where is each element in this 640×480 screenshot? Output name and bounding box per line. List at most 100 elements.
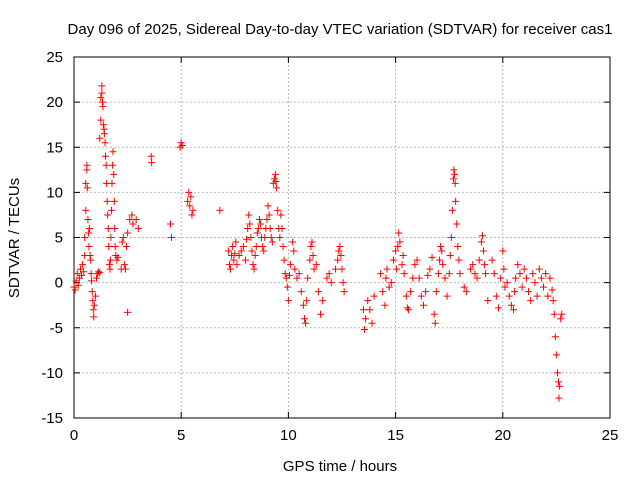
- data-point: [389, 256, 397, 264]
- data-point: [456, 270, 464, 278]
- data-point: [184, 197, 192, 205]
- data-point: [85, 243, 93, 251]
- data-point: [121, 265, 129, 273]
- data-point: [250, 265, 258, 273]
- data-point: [242, 256, 250, 264]
- data-point: [266, 224, 274, 232]
- data-point: [319, 297, 327, 305]
- data-point: [96, 134, 104, 142]
- data-point: [247, 234, 255, 241]
- data-point: [90, 301, 98, 309]
- data-point: [134, 224, 142, 232]
- data-point: [366, 306, 374, 314]
- data-point: [411, 261, 419, 269]
- data-point: [257, 220, 265, 228]
- data-point: [393, 265, 401, 273]
- data-point: [293, 274, 301, 282]
- x-tick-label: 20: [494, 427, 511, 444]
- data-point: [381, 301, 389, 309]
- data-point: [291, 265, 299, 273]
- data-point: [310, 265, 318, 273]
- data-point: [339, 279, 347, 287]
- data-point: [445, 270, 453, 278]
- data-point: [272, 170, 280, 178]
- data-point: [482, 270, 490, 278]
- data-point: [399, 252, 407, 260]
- data-point: [248, 247, 256, 255]
- data-point: [239, 243, 247, 251]
- data-point: [432, 288, 440, 296]
- data-point: [300, 315, 308, 323]
- data-point: [225, 261, 233, 269]
- data-point: [340, 288, 348, 296]
- data-point: [553, 369, 561, 377]
- data-point: [73, 270, 81, 278]
- data-point: [516, 270, 524, 278]
- data-point: [265, 211, 273, 219]
- axis-tick-labels: 0 5 10 15 20 25 -15 -10 -5 0 5 10 15 20 25: [41, 49, 618, 444]
- x-tick-label: 15: [387, 427, 404, 444]
- data-point: [394, 243, 402, 251]
- y-tick-label: 15: [46, 139, 63, 156]
- data-point: [264, 202, 272, 210]
- data-point: [550, 310, 558, 318]
- data-point: [415, 274, 423, 282]
- data-point: [85, 229, 93, 237]
- data-point: [446, 252, 454, 260]
- data-point: [438, 247, 446, 255]
- data-point: [274, 206, 282, 214]
- data-point: [364, 297, 372, 305]
- data-point: [447, 234, 455, 241]
- data-point: [104, 211, 112, 219]
- data-point: [403, 304, 411, 312]
- data-point: [111, 243, 119, 251]
- data-point: [334, 256, 342, 264]
- x-tick-label: 5: [177, 427, 185, 444]
- data-point: [267, 234, 275, 241]
- y-tick-label: -5: [50, 320, 63, 337]
- data-point: [478, 232, 486, 240]
- data-point: [303, 297, 311, 305]
- data-point: [325, 270, 333, 278]
- data-point: [91, 292, 99, 300]
- data-point: [126, 215, 134, 223]
- data-point: [549, 297, 557, 305]
- data-point: [544, 292, 552, 300]
- data-point: [395, 229, 403, 237]
- data-point: [400, 270, 408, 278]
- data-point: [422, 288, 430, 296]
- data-point: [495, 304, 503, 312]
- data-point: [105, 243, 113, 251]
- data-point: [85, 224, 93, 232]
- data-point: [439, 261, 447, 269]
- data-point: [78, 271, 86, 279]
- data-point: [510, 306, 518, 314]
- data-point: [289, 238, 297, 246]
- data-point: [287, 261, 295, 269]
- data-point: [99, 121, 107, 129]
- data-point: [224, 247, 232, 255]
- data-point: [471, 270, 479, 278]
- data-point: [424, 271, 432, 279]
- data-point: [268, 238, 276, 246]
- data-point: [108, 206, 116, 214]
- data-point: [87, 256, 95, 264]
- data-point: [189, 206, 197, 214]
- data-point: [430, 310, 438, 318]
- data-point: [128, 211, 136, 219]
- data-point: [166, 220, 174, 228]
- data-point: [520, 265, 528, 273]
- data-point: [542, 270, 550, 278]
- data-point: [109, 148, 117, 156]
- data-point: [477, 238, 485, 246]
- data-point: [124, 308, 132, 316]
- data-point: [499, 247, 507, 255]
- data-point: [90, 313, 98, 321]
- data-point: [385, 283, 393, 291]
- data-point: [280, 256, 288, 264]
- data-point: [500, 265, 508, 273]
- data-points: [70, 82, 566, 402]
- data-point: [299, 301, 307, 309]
- data-point: [518, 283, 526, 291]
- data-point: [451, 179, 459, 187]
